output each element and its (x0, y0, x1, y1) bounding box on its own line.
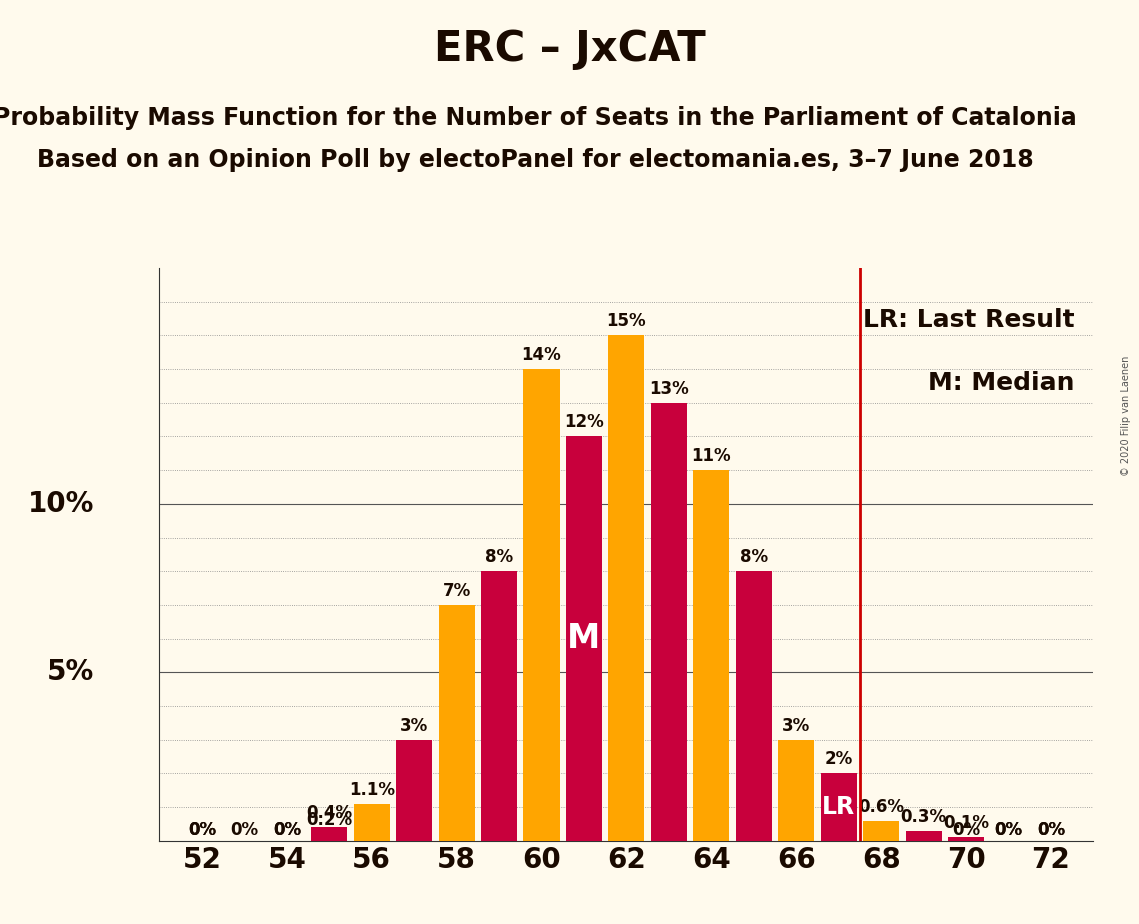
Text: 0%: 0% (188, 821, 216, 839)
Text: 0%: 0% (994, 821, 1023, 839)
Bar (524, 369, 559, 841)
Text: Based on an Opinion Poll by electoPanel for electomania.es, 3–7 June 2018: Based on an Opinion Poll by electoPanel … (36, 148, 1034, 172)
Bar (778, 740, 814, 841)
Text: 0.3%: 0.3% (901, 808, 947, 826)
Text: ERC – JxCAT: ERC – JxCAT (434, 28, 705, 69)
Bar (481, 571, 517, 841)
Bar (948, 837, 984, 841)
Text: 0.2%: 0.2% (306, 811, 352, 829)
Text: 0%: 0% (188, 821, 216, 839)
Text: 11%: 11% (691, 447, 731, 465)
Text: 0%: 0% (272, 821, 301, 839)
Text: 1.1%: 1.1% (349, 781, 395, 798)
Bar (694, 470, 729, 841)
Text: 3%: 3% (782, 717, 810, 735)
Text: 14%: 14% (522, 346, 562, 364)
Bar (396, 740, 432, 841)
Text: Probability Mass Function for the Number of Seats in the Parliament of Catalonia: Probability Mass Function for the Number… (0, 106, 1077, 130)
Text: 0%: 0% (952, 821, 981, 839)
Bar (439, 605, 475, 841)
Bar (566, 436, 603, 841)
Text: 8%: 8% (739, 548, 768, 566)
Text: 0%: 0% (230, 821, 259, 839)
Text: 0%: 0% (994, 821, 1023, 839)
Bar (354, 804, 390, 841)
Text: 13%: 13% (649, 380, 689, 397)
Text: 15%: 15% (607, 312, 646, 330)
Text: 0.4%: 0.4% (306, 804, 352, 822)
Text: 0%: 0% (272, 821, 301, 839)
Bar (821, 773, 857, 841)
Text: 0%: 0% (1036, 821, 1065, 839)
Bar (608, 335, 645, 841)
Text: 10%: 10% (27, 490, 95, 517)
Text: LR: LR (822, 796, 855, 820)
Text: 0%: 0% (1036, 821, 1065, 839)
Bar (736, 571, 772, 841)
Text: 8%: 8% (485, 548, 514, 566)
Text: 0.1%: 0.1% (943, 814, 989, 833)
Bar (863, 821, 899, 841)
Bar (311, 834, 347, 841)
Bar (906, 831, 942, 841)
Text: LR: Last Result: LR: Last Result (863, 308, 1075, 332)
Text: M: Median: M: Median (928, 371, 1075, 395)
Text: 12%: 12% (564, 413, 604, 432)
Bar (311, 827, 347, 841)
Text: 5%: 5% (47, 658, 95, 687)
Text: M: M (567, 622, 600, 655)
Text: © 2020 Filip van Laenen: © 2020 Filip van Laenen (1121, 356, 1131, 476)
Text: 2%: 2% (825, 750, 853, 769)
Text: 3%: 3% (400, 717, 428, 735)
Text: 7%: 7% (443, 582, 470, 600)
Text: 0.6%: 0.6% (858, 797, 904, 816)
Bar (650, 403, 687, 841)
